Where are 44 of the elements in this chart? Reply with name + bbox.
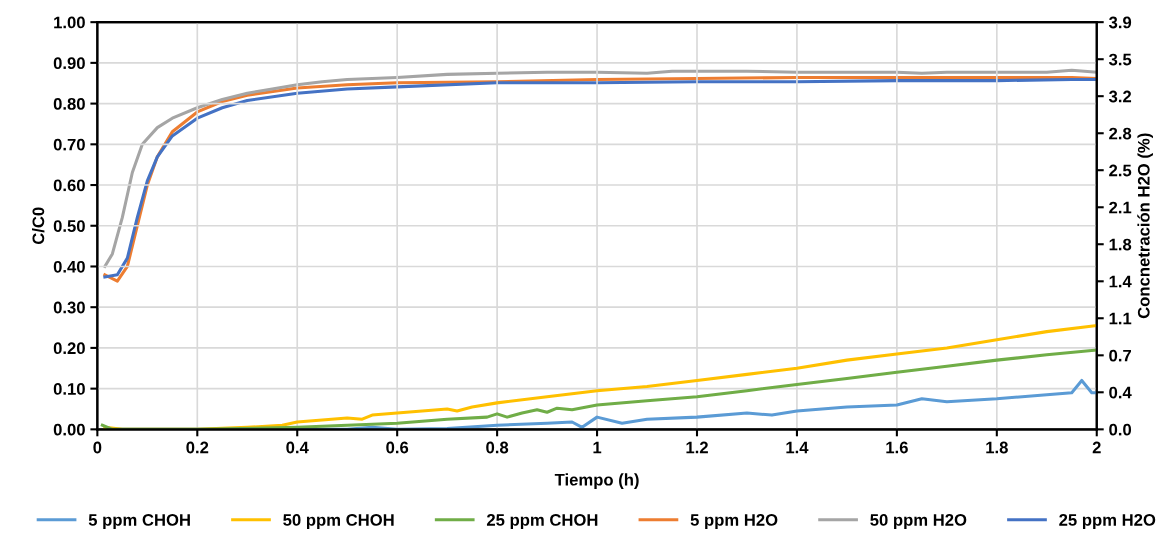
x-tick-label: 0.2 [186,441,209,454]
y2-tick-label: 2.8 [1109,127,1132,140]
y2-tick-label: 3.5 [1108,53,1132,66]
x-tick-label: 2 [1092,441,1101,454]
y-tick-label: 1.00 [54,16,85,29]
y-axis-title: C/C0 [32,207,45,245]
x-tick-label: 0.4 [286,441,309,454]
y2-tick-label: 0.0 [1109,423,1132,436]
y2-tick-label: 0.7 [1109,349,1131,362]
legend-label: 25 ppm H2O [1059,514,1156,530]
legend-label: 50 ppm H2O [870,514,967,530]
y2-tick-label: 2.5 [1109,164,1132,177]
x-axis-title: Tiempo (h) [554,473,639,489]
x-tick-label: 1.2 [686,441,708,454]
y2-tick-label: 1.8 [1109,238,1132,251]
y-tick-label: 0.40 [53,260,85,273]
y2-tick-label: 1.1 [1109,312,1132,325]
x-tick-label: 1 [593,441,602,454]
legend-label: 5 ppm CHOH [88,514,190,530]
y2-axis-title: Concnetración H2O (%) [1137,133,1153,319]
y-tick-label: 0.00 [53,423,85,436]
legend-label: 5 ppm H2O [690,514,778,530]
y2-tick-label: 3.2 [1108,90,1132,103]
x-tick-label: 0.8 [486,441,509,454]
x-tick-label: 1.8 [986,441,1008,454]
y-tick-label: 0.60 [53,179,85,192]
y2-tick-label: 3.9 [1108,16,1132,29]
y-tick-label: 0.70 [53,138,85,151]
y2-tick-label: 1.4 [1109,275,1132,288]
y-tick-label: 0.90 [53,57,85,70]
legend-label: 50 ppm CHOH [283,514,394,530]
x-tick-label: 1.6 [886,441,908,454]
x-tick-label: 0.6 [386,441,409,454]
y2-tick-label: 0.4 [1109,386,1132,399]
y-tick-label: 0.10 [53,383,85,395]
y2-tick-label: 2.1 [1109,201,1132,214]
line-series [103,323,1097,430]
x-tick-label: 1.4 [786,441,809,454]
y-tick-label: 0.50 [53,220,85,232]
x-tick-label: 0 [93,441,102,454]
y-tick-label: 0.30 [53,301,85,314]
legend-label: 25 ppm CHOH [486,514,598,530]
y-tick-label: 0.80 [53,98,85,110]
y-tick-label: 0.20 [53,342,85,355]
